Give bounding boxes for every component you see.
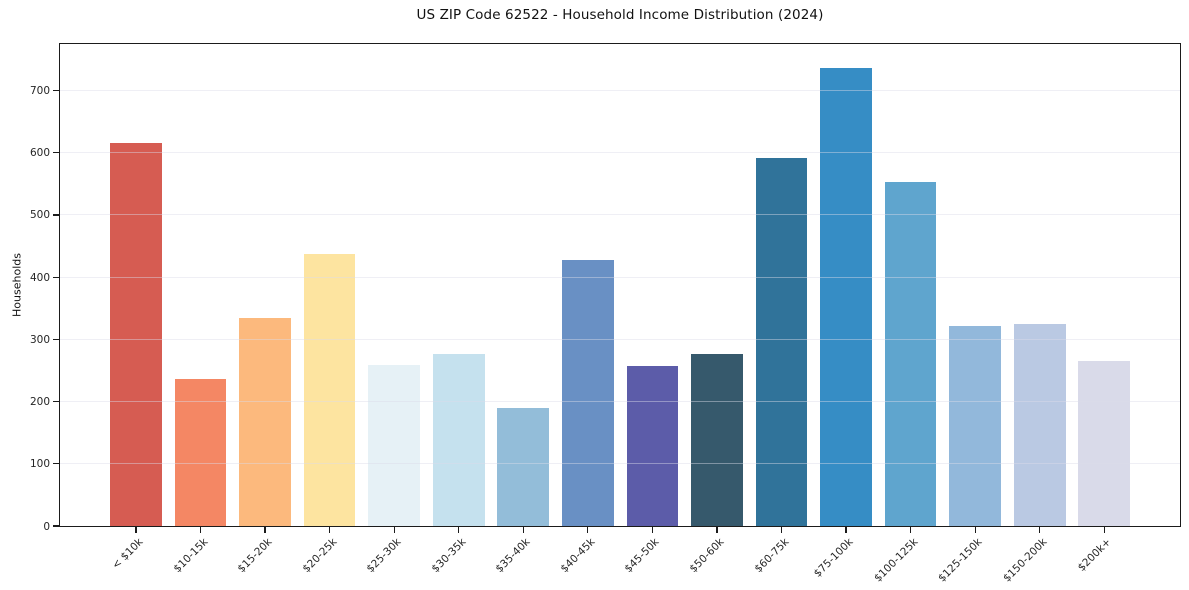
y-tick (53, 152, 59, 154)
bar (174, 379, 227, 526)
x-tick (780, 526, 783, 533)
y-tick (53, 276, 59, 278)
gridline (60, 276, 1180, 278)
chart-title: US ZIP Code 62522 - Household Income Dis… (416, 7, 824, 23)
x-tick (393, 526, 395, 533)
x-tick (845, 526, 847, 533)
y-axis: 0 100 200 300 400 500 600 700 (0, 43, 50, 532)
bar (432, 354, 485, 526)
x-tick (522, 526, 524, 533)
y-tick-label: 600 (29, 147, 50, 160)
bar (497, 407, 550, 526)
bar (110, 142, 162, 526)
gridline (60, 90, 1180, 92)
y-tick-label: 500 (29, 209, 50, 222)
y-tick (53, 214, 59, 216)
gridline (60, 401, 1180, 403)
y-tick-label: 400 (29, 271, 50, 284)
bar (626, 366, 679, 526)
gridline (60, 463, 1180, 465)
y-tick (53, 525, 59, 527)
bar (239, 317, 291, 526)
x-tick (199, 526, 202, 533)
x-tick (1039, 526, 1041, 533)
bar (755, 157, 808, 526)
y-tick (53, 400, 59, 403)
x-tick (458, 526, 460, 533)
gridline (60, 152, 1180, 154)
y-tick (53, 463, 59, 465)
x-tick (974, 526, 976, 533)
bar (691, 353, 743, 526)
plot-area: < $10k $10-15k $15-20k $20-25k $25-30k $30-35… (53, 43, 1181, 585)
bar (884, 181, 937, 526)
x-tick (1103, 526, 1105, 533)
y-tick-label: 700 (29, 85, 50, 98)
x-tick (716, 526, 718, 533)
y-tick-label: 200 (29, 396, 50, 409)
gridline (60, 214, 1180, 216)
bar (1078, 361, 1131, 526)
bar (562, 259, 614, 526)
bar (368, 364, 421, 526)
bar (820, 68, 872, 526)
y-tick (53, 338, 59, 341)
bar (1013, 324, 1066, 526)
x-tick (587, 526, 589, 533)
gridline (60, 338, 1180, 340)
x-tick-label: < $10k (109, 536, 146, 572)
x-tick (329, 526, 331, 533)
bar (949, 325, 1001, 526)
x-tick (909, 526, 912, 533)
y-tick-label: 100 (29, 458, 50, 471)
bar (303, 254, 356, 526)
x-tick (135, 526, 137, 533)
x-tick (264, 526, 266, 533)
x-tick (651, 526, 654, 533)
y-tick-label: 300 (29, 333, 50, 346)
y-tick (53, 89, 59, 92)
y-tick-label: 0 (43, 520, 50, 533)
